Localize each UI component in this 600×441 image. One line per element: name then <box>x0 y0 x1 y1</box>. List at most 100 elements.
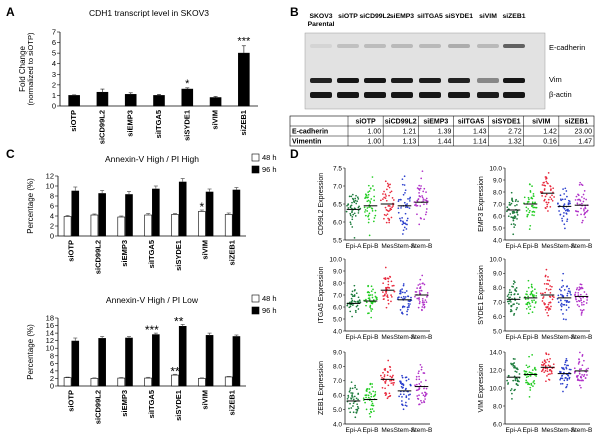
scatter-point <box>404 212 407 215</box>
scatter-point <box>550 198 553 200</box>
scatter-point <box>367 284 370 287</box>
scatter-point <box>421 195 423 197</box>
scatter-point <box>576 202 579 205</box>
scatter-point <box>573 367 576 370</box>
scatter-point <box>510 291 513 294</box>
scatter-point <box>425 393 428 395</box>
scatter-point <box>371 383 373 385</box>
scatter-point <box>387 283 390 286</box>
scatter-point <box>414 384 416 387</box>
scatter-point <box>418 184 421 187</box>
y-tick-label: 10.0 <box>489 165 502 172</box>
scatter-point <box>532 206 535 209</box>
scatter-point <box>406 306 409 309</box>
scatter-point <box>557 294 560 297</box>
scatter-point <box>403 305 406 308</box>
scatter-point <box>405 379 408 382</box>
scatter-point <box>527 297 529 300</box>
scatter-point <box>529 374 532 377</box>
scatter-point <box>509 389 512 392</box>
scatter-point <box>531 290 534 292</box>
y-tick-label: 10 <box>46 344 54 353</box>
scatter-point <box>403 201 406 204</box>
scatter-point <box>370 316 373 319</box>
scatter-point <box>416 287 418 289</box>
x-tick-label: Epi-A <box>506 427 523 434</box>
scatter-point <box>353 201 356 204</box>
scatter-point <box>545 288 548 290</box>
scatter-point <box>523 370 526 372</box>
y-tick-label: 5.0 <box>493 328 502 335</box>
scatter-point <box>566 292 569 295</box>
y-tick-label: 2 <box>50 222 54 231</box>
scatter-point <box>525 364 528 367</box>
scatter-point <box>401 183 404 186</box>
scatter-point <box>529 308 532 311</box>
scatter-point <box>514 288 517 291</box>
table-cell: 1.21 <box>403 129 417 136</box>
scatter-point <box>528 211 531 214</box>
scatter-point <box>541 184 544 186</box>
scatter-point <box>512 303 515 306</box>
scatter-point <box>527 375 530 378</box>
scatter-point <box>399 292 402 295</box>
scatter-point <box>527 306 530 308</box>
scatter-point <box>387 185 389 188</box>
scatter-point <box>534 368 537 371</box>
scatter-point <box>549 301 552 304</box>
scatter-point <box>389 375 392 378</box>
scatter-point <box>512 219 515 222</box>
scatter-point <box>353 212 356 215</box>
scatter-point <box>355 202 358 205</box>
scatter-point <box>382 298 385 301</box>
scatter-point <box>512 212 514 215</box>
scatter-point <box>380 199 382 202</box>
scatter-point <box>401 376 404 379</box>
scatter-point <box>578 379 580 382</box>
scatter-point <box>583 359 585 362</box>
scatter-point <box>418 378 421 381</box>
y-axis-label: ZEB1 Expression <box>318 361 325 415</box>
scatter-point <box>578 305 580 308</box>
scatter-point <box>566 364 568 367</box>
scatter-point <box>527 286 530 289</box>
scatter-point <box>400 207 402 209</box>
scatter-point <box>366 388 369 390</box>
scatter-point <box>581 309 584 312</box>
y-tick-label: 4 <box>50 366 54 375</box>
scatter-point <box>404 189 407 192</box>
scatter-point <box>549 189 552 192</box>
scatter-point <box>407 306 410 308</box>
scatter-point <box>375 296 378 299</box>
scatter-point <box>392 382 394 384</box>
scatter-point <box>351 193 354 196</box>
scatter-point <box>511 200 514 203</box>
scatter-point <box>418 403 420 406</box>
scatter-point <box>350 392 352 394</box>
scatter-point <box>541 369 544 371</box>
scatter-point <box>549 373 551 375</box>
scatter-point <box>387 299 389 302</box>
scatter-point <box>369 201 372 204</box>
scatter-point <box>418 299 421 301</box>
bar <box>90 378 99 387</box>
scatter-point <box>530 292 533 295</box>
scatter-point <box>543 302 545 304</box>
scatter-point <box>354 384 356 387</box>
scatter-point <box>353 236 356 239</box>
scatter-point <box>372 299 375 301</box>
scatter-point <box>567 199 570 202</box>
scatter-point <box>581 374 583 376</box>
scatter-point <box>535 206 537 209</box>
scatter-point <box>355 388 358 391</box>
scatter-point <box>419 283 421 285</box>
bar <box>63 216 72 237</box>
scatter-point <box>581 304 583 306</box>
scatter-point <box>383 196 385 199</box>
scatter-point <box>506 210 508 213</box>
scatter-point <box>415 203 417 205</box>
scatter-point <box>355 194 357 197</box>
scatter-point <box>424 199 426 201</box>
y-tick-label: 6.0 <box>493 213 502 220</box>
